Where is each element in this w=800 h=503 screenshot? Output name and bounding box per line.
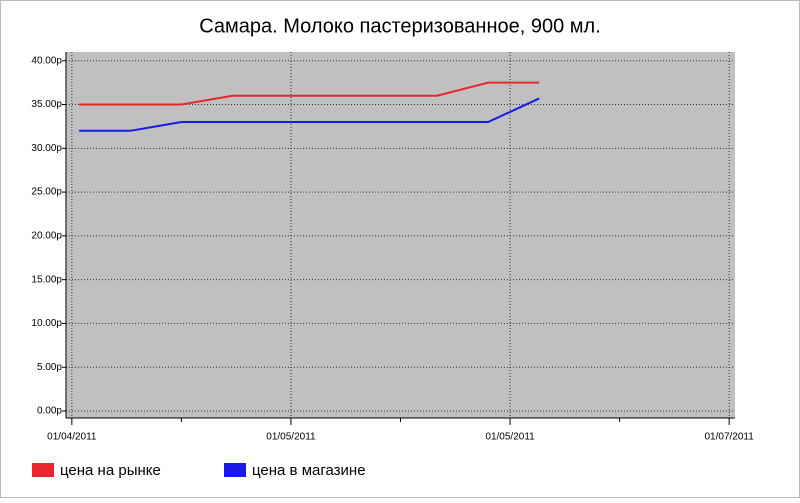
line <box>79 81 540 106</box>
legend-label: цена на рынке <box>60 462 161 479</box>
line <box>79 97 540 132</box>
x-tick-label: 01/04/2011 <box>47 432 97 443</box>
legend-label: цена в магазине <box>252 462 366 479</box>
legend-swatch <box>32 463 54 477</box>
x-tick-label: 01/07/2011 <box>705 432 755 443</box>
chart-title: Самара. Молоко пастеризованное, 900 мл. <box>199 15 601 37</box>
y-tick-label: 15.00р <box>31 274 62 285</box>
y-tick-label: 35.00р <box>31 99 62 110</box>
y-tick-label: 5.00р <box>37 362 62 373</box>
legend-swatch <box>224 463 246 477</box>
y-tick-label: 20.00р <box>31 231 62 242</box>
plot-area <box>66 52 735 418</box>
y-tick-label: 25.00р <box>31 187 62 198</box>
y-tick-label: 30.00р <box>31 143 62 154</box>
y-tick-label: 10.00р <box>31 318 62 329</box>
x-tick-label: 01/05/2011 <box>266 432 316 443</box>
y-tick-label: 40.00р <box>31 55 62 66</box>
y-tick-label: 0.00р <box>37 406 62 417</box>
x-tick-label: 01/05/2011 <box>485 432 535 443</box>
